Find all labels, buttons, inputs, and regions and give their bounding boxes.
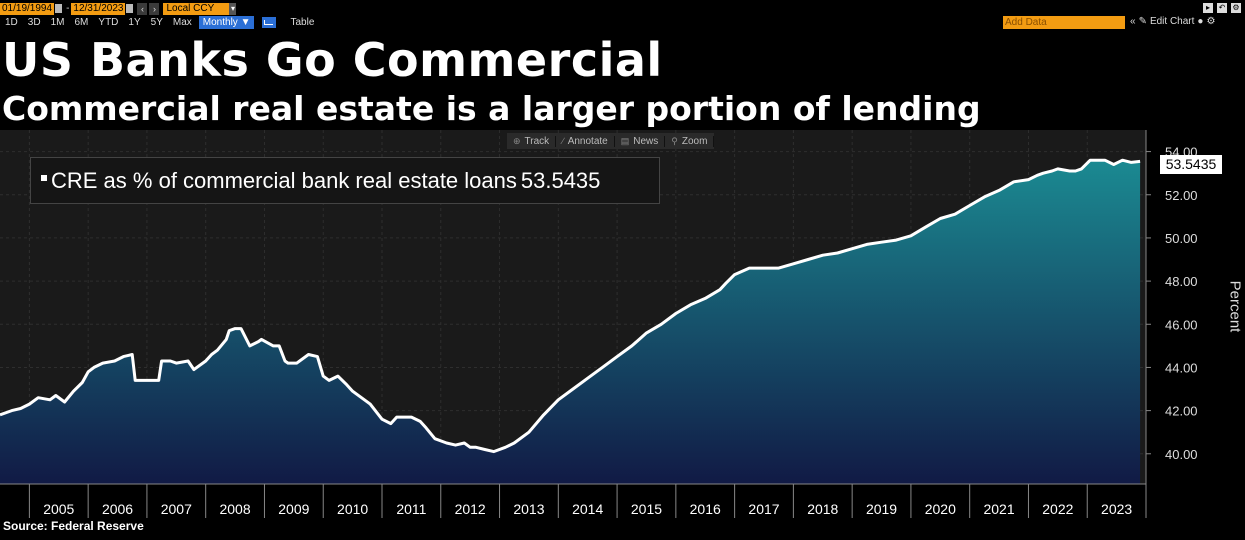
x-tick-label: 2006 (102, 501, 133, 517)
x-tick-label: 2012 (455, 501, 486, 517)
source-note: Source: Federal Reserve (3, 519, 144, 533)
chart-subtitle: Commercial real estate is a larger porti… (2, 89, 981, 128)
window-controls: ▸ ↶ ⚙ (1203, 3, 1241, 13)
period-1m-button[interactable]: 1M (50, 17, 65, 28)
pen-icon: ∕ (562, 136, 564, 146)
legend-swatch (41, 174, 47, 181)
annotate-button[interactable]: ∕ Annotate (556, 135, 615, 147)
edit-chart-label: Edit Chart (1149, 16, 1195, 27)
period-ytd-button[interactable]: YTD (98, 17, 119, 28)
x-tick-label: 2009 (278, 501, 309, 517)
edit-chart-button[interactable]: « ✎ Edit Chart ● ⚙ (1130, 16, 1215, 27)
add-data-input[interactable]: Add Data (1003, 16, 1125, 29)
x-tick-label: 2020 (925, 501, 956, 517)
x-tick-label: 2017 (748, 501, 779, 517)
date-separator: - (66, 3, 70, 14)
gear-icon[interactable]: ⚙ (1206, 16, 1216, 27)
period-1d-button[interactable]: 1D (5, 17, 18, 28)
double-chevron-left-icon[interactable]: « (1130, 16, 1136, 27)
y-tick-label: 50.00 (1165, 231, 1198, 246)
chart-title: US Banks Go Commercial (2, 33, 663, 87)
x-tick-label: 2015 (631, 501, 662, 517)
period-5y-button[interactable]: 5Y (150, 17, 163, 28)
line-chart-icon[interactable] (262, 17, 277, 28)
x-tick-label: 2007 (161, 501, 192, 517)
track-button[interactable]: ⊕ Track (507, 135, 557, 147)
x-tick-label: 2021 (983, 501, 1014, 517)
x-axis: 2005 2006 2007 2008 2009 2010 2011 2012 2013 2014… (0, 483, 1146, 518)
settings-icon[interactable]: ⚙ (1231, 3, 1241, 13)
magnifier-icon: ⚲ (671, 135, 678, 146)
end-date-input[interactable]: 12/31/2023 (71, 2, 126, 15)
x-tick-label: 2008 (219, 501, 250, 517)
x-tick-label: 2014 (572, 501, 603, 517)
scroll-left-icon[interactable]: ‹ (137, 2, 148, 15)
x-tick-label: 2010 (337, 501, 368, 517)
start-date-input[interactable]: 01/19/1994 (0, 2, 55, 15)
export-icon[interactable]: ▸ (1203, 3, 1213, 13)
y-tick-label: 44.00 (1165, 360, 1198, 375)
period-max-button[interactable]: Max (172, 17, 192, 28)
period-row: 1D 3D 1M 6M YTD 1Y 5Y Max Monthly ▼ Tabl… (0, 16, 314, 29)
track-label: Track (524, 135, 550, 147)
zoom-label: Zoom (681, 135, 708, 147)
last-value-badge: 53.5435 (1160, 155, 1222, 174)
news-label: News (633, 135, 659, 147)
x-tick-label: 2019 (866, 501, 897, 517)
news-icon: ▤ (620, 135, 630, 146)
undo-icon[interactable]: ↶ (1217, 3, 1227, 13)
chart-legend[interactable]: CRE as % of commercial bank real estate … (30, 157, 660, 204)
chart-toolbar: 01/19/1994 - 12/31/2023 ‹ › Local CCY ▾ … (0, 0, 1245, 30)
period-1y-button[interactable]: 1Y (128, 17, 141, 28)
calendar-icon[interactable] (126, 4, 134, 13)
calendar-icon[interactable] (55, 4, 63, 13)
frequency-select[interactable]: Monthly ▼ (198, 16, 255, 29)
legend-value: 53.5435 (520, 167, 601, 193)
pencil-icon: ✎ (1138, 16, 1147, 27)
chart-tools-bar: ⊕ Track ∕ Annotate ▤ News ⚲ Zoom (507, 133, 715, 149)
legend-label: CRE as % of commercial bank real estate … (51, 167, 517, 193)
chevron-down-icon[interactable]: ▾ (229, 2, 237, 15)
scroll-right-icon[interactable]: › (149, 2, 160, 15)
y-tick-label: 46.00 (1165, 317, 1198, 332)
x-tick-label: 2005 (43, 501, 74, 517)
x-tick-label: 2022 (1042, 501, 1073, 517)
period-6m-button[interactable]: 6M (74, 17, 89, 28)
y-tick-label: 42.00 (1165, 404, 1198, 419)
user-icon[interactable]: ● (1197, 16, 1204, 27)
y-tick-label: 48.00 (1165, 274, 1198, 289)
x-tick-label: 2011 (396, 501, 426, 517)
x-tick-label: 2023 (1101, 501, 1132, 517)
y-tick-label: 40.00 (1165, 447, 1198, 462)
date-range-row: 01/19/1994 - 12/31/2023 ‹ › Local CCY ▾ (0, 2, 237, 15)
table-button[interactable]: Table (290, 17, 315, 28)
crosshair-icon: ⊕ (513, 135, 521, 146)
x-tick-label: 2018 (807, 501, 838, 517)
series-area (0, 160, 1141, 484)
annotate-label: Annotate (567, 135, 608, 147)
x-tick-label: 2013 (513, 501, 544, 517)
series-line (0, 158, 1141, 454)
currency-select[interactable]: Local CCY (163, 2, 230, 15)
news-button[interactable]: ▤ News (615, 135, 666, 147)
x-tick-label: 2016 (690, 501, 721, 517)
period-3d-button[interactable]: 3D (27, 17, 41, 28)
y-tick-label: 52.00 (1165, 188, 1198, 203)
y-axis-label: Percent (1226, 280, 1244, 333)
zoom-button[interactable]: ⚲ Zoom (665, 135, 715, 147)
